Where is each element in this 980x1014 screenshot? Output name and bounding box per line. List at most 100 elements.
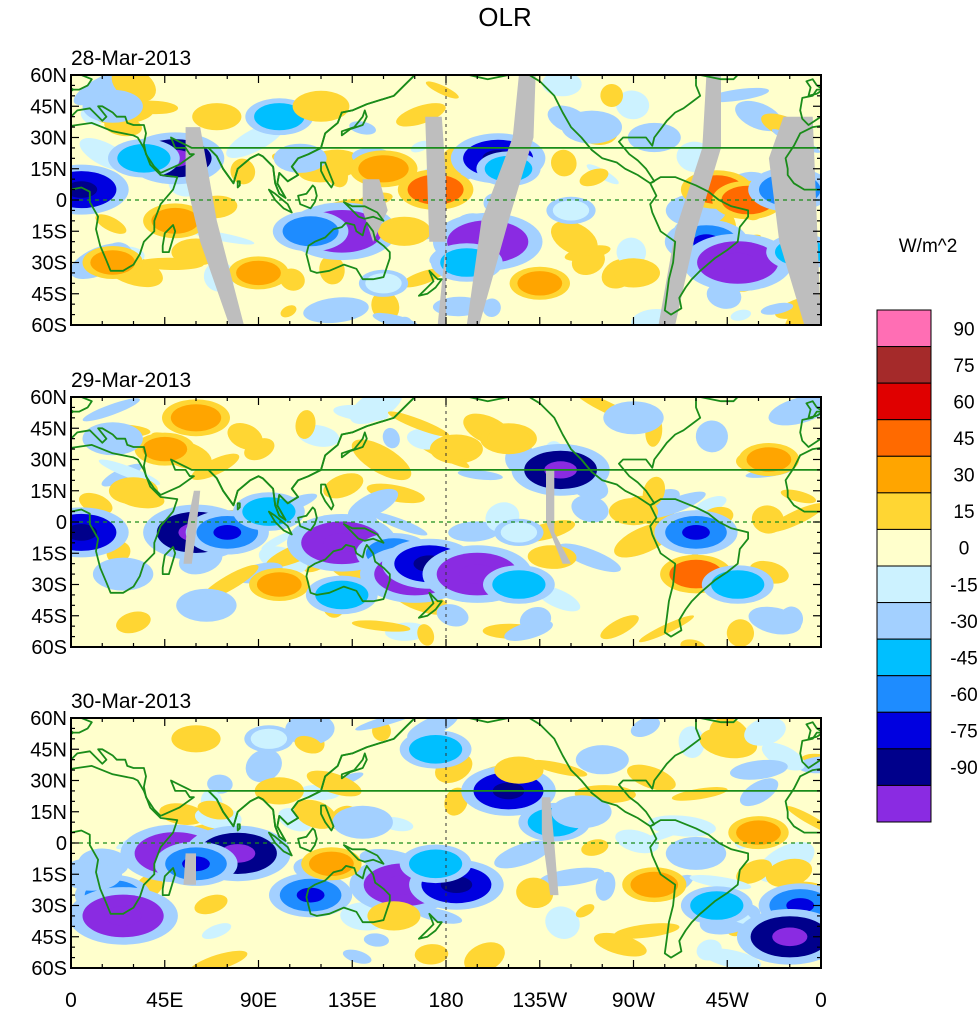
olr-texture-patch bbox=[516, 877, 554, 908]
coastline-madagascar bbox=[161, 224, 177, 254]
olr-texture-patch bbox=[646, 491, 706, 519]
lon-tick-label: 45W bbox=[706, 989, 749, 1012]
olr-texture-patch bbox=[448, 521, 500, 542]
coastline-new-guinea bbox=[342, 844, 385, 865]
lat-tick-label: 45N bbox=[30, 418, 67, 440]
olr-anomaly-cell bbox=[170, 404, 222, 432]
olr-texture-patch bbox=[695, 420, 728, 453]
missing-data-swath bbox=[437, 241, 446, 325]
lat-tick-label: 15N bbox=[30, 159, 67, 181]
olr-anomaly-cell bbox=[177, 728, 215, 749]
coastline-britain-west bbox=[805, 78, 821, 97]
coastline-australia bbox=[305, 544, 391, 603]
olr-texture-patch bbox=[545, 906, 580, 939]
olr-texture-patch bbox=[613, 923, 680, 939]
coastline-new-zealand bbox=[417, 269, 443, 297]
olr-texture-patch bbox=[417, 624, 435, 646]
olr-texture-patch bbox=[699, 727, 758, 759]
map-content bbox=[71, 397, 821, 647]
lat-tick-label: 30S bbox=[31, 896, 67, 918]
olr-texture-patch bbox=[730, 309, 752, 321]
colorbar-swatch bbox=[876, 346, 932, 384]
lat-tick-label: 15N bbox=[30, 802, 67, 824]
olr-anomaly-cell bbox=[613, 262, 654, 284]
olr-texture-patch bbox=[627, 764, 676, 791]
olr-texture-patch bbox=[194, 894, 228, 915]
coastline-indonesia-sumatra bbox=[267, 831, 293, 857]
coastline-new-guinea bbox=[342, 523, 385, 544]
olr-texture-patch bbox=[245, 749, 282, 783]
olr-texture-patch bbox=[482, 298, 501, 317]
olr-texture-patch bbox=[600, 84, 624, 107]
missing-data-swath bbox=[183, 853, 196, 885]
olr-texture-patch bbox=[630, 718, 660, 738]
olr-anomaly-cell bbox=[517, 271, 563, 296]
map-content bbox=[71, 718, 821, 968]
missing-data-swath bbox=[185, 127, 244, 325]
colorbar-label: 60 bbox=[953, 392, 974, 413]
lat-tick-label: 30N bbox=[30, 128, 67, 150]
olr-anomaly-cell bbox=[736, 820, 781, 845]
olr-anomaly-core bbox=[719, 252, 756, 273]
olr-anomaly-cell bbox=[90, 94, 136, 119]
colorbar-swatch bbox=[876, 638, 932, 677]
lon-tick-label: 135W bbox=[512, 989, 567, 1012]
coastline-new-guinea bbox=[342, 201, 385, 222]
olr-texture-patch bbox=[280, 305, 297, 318]
olr-texture-patch bbox=[333, 404, 389, 422]
olr-anomaly-cell bbox=[409, 735, 463, 764]
lat-tick-label: 60N bbox=[30, 387, 67, 409]
olr-texture-patch bbox=[780, 489, 817, 504]
lat-tick-label: 60S bbox=[31, 637, 67, 659]
olr-texture-patch bbox=[494, 840, 552, 869]
olr-anomaly-cell bbox=[117, 144, 171, 173]
olr-texture-patch bbox=[387, 411, 450, 437]
lat-tick-label: 45S bbox=[31, 606, 67, 628]
olr-anomaly-cell bbox=[746, 447, 792, 472]
olr-texture-patch bbox=[372, 512, 428, 536]
olr-texture-patch bbox=[739, 778, 779, 807]
olr-anomaly-core bbox=[323, 533, 361, 553]
olr-texture-patch bbox=[558, 543, 621, 573]
coastline-americas-south bbox=[649, 819, 749, 959]
lat-tick-label: 0 bbox=[56, 190, 67, 212]
colorbar-label: 75 bbox=[953, 356, 974, 377]
olr-anomaly-core bbox=[213, 525, 242, 540]
coastline-new-zealand bbox=[417, 912, 443, 940]
olr-texture-patch bbox=[207, 774, 233, 794]
colorbar-labels: 90 75 60 45 30 15 0 -15 -30 -45 -60 -75 -90 bbox=[950, 319, 977, 779]
coastline-americas-south bbox=[649, 176, 749, 316]
olr-texture-patch bbox=[615, 90, 650, 120]
figure-title: OLR bbox=[478, 2, 531, 32]
olr-anomaly-core bbox=[104, 906, 142, 926]
colorbar-label: -45 bbox=[950, 648, 977, 669]
olr-texture-patch bbox=[401, 268, 445, 288]
colorbar-label: -60 bbox=[950, 685, 977, 706]
missing-data-swath bbox=[541, 797, 559, 896]
olr-anomaly-cell bbox=[254, 103, 305, 131]
olr-anomaly-cell bbox=[315, 580, 369, 610]
olr-anomaly-cell bbox=[615, 501, 652, 522]
olr-texture-patch bbox=[780, 606, 804, 631]
colorbar-label: -30 bbox=[950, 612, 977, 633]
lon-axis-labels: 0 45E 90E 135E 180 135W 90W 45W 0 bbox=[65, 989, 827, 1012]
map-content bbox=[71, 75, 821, 325]
olr-anomaly-cell bbox=[256, 572, 302, 597]
olr-texture-patch bbox=[382, 427, 400, 449]
colorbar-label: -75 bbox=[950, 722, 977, 743]
colorbar-swatch bbox=[876, 565, 932, 604]
lon-tick-label: 0 bbox=[65, 989, 77, 1012]
olr-anomaly-cell bbox=[582, 748, 622, 771]
coastline-sri-lanka bbox=[236, 823, 241, 832]
olr-texture-patch bbox=[706, 87, 770, 103]
coastline-philippines bbox=[320, 483, 335, 511]
colorbar-swatch bbox=[876, 711, 932, 750]
olr-anomaly-cell bbox=[690, 891, 744, 920]
olr-anomaly-core bbox=[772, 927, 808, 947]
olr-texture-patch bbox=[363, 933, 389, 947]
coastline-new-zealand bbox=[417, 591, 443, 619]
olr-texture-patch bbox=[355, 718, 420, 731]
coastline-madagascar bbox=[161, 546, 177, 575]
coastline-japan bbox=[340, 109, 368, 137]
